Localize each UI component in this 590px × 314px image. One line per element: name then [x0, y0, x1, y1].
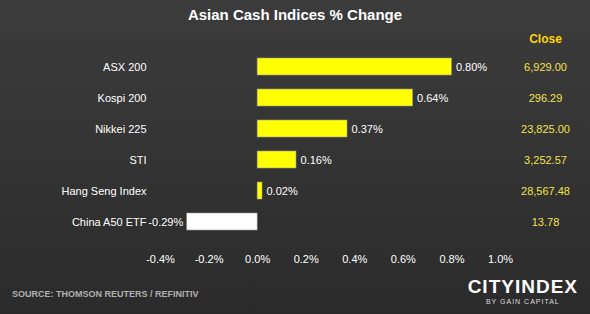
- svg-text:13.78: 13.78: [532, 216, 560, 228]
- svg-text:28,567.48: 28,567.48: [521, 185, 570, 197]
- svg-text:Kospi 200: Kospi 200: [98, 92, 147, 104]
- svg-text:6,929.00: 6,929.00: [524, 61, 567, 73]
- svg-text:Hang Seng Index: Hang Seng Index: [61, 185, 147, 197]
- svg-text:0.16%: 0.16%: [301, 154, 332, 166]
- svg-text:0.37%: 0.37%: [352, 123, 383, 135]
- svg-text:0.80%: 0.80%: [456, 61, 487, 73]
- svg-text:0.02%: 0.02%: [267, 185, 298, 197]
- svg-text:Close: Close: [529, 32, 562, 46]
- svg-text:0.0%: 0.0%: [245, 253, 270, 265]
- svg-text:0.6%: 0.6%: [391, 253, 416, 265]
- svg-text:3,252.57: 3,252.57: [524, 154, 567, 166]
- svg-text:China A50 ETF: China A50 ETF: [72, 216, 147, 228]
- svg-text:-0.2%: -0.2%: [195, 253, 224, 265]
- html-text:Asian Cash Indices % Change: Asian Cash Indices % Change: [187, 6, 403, 23]
- html-text:BY GAIN CAPITAL: BY GAIN CAPITAL: [485, 298, 560, 305]
- svg-text:ASX 200: ASX 200: [103, 61, 146, 73]
- html-text:SOURCE: THOMSON REUTERS / REFI: SOURCE: THOMSON REUTERS / REFINITIV: [12, 289, 199, 299]
- svg-text:Nikkei 225: Nikkei 225: [95, 123, 146, 135]
- svg-text:0.64%: 0.64%: [417, 92, 448, 104]
- svg-text:STI: STI: [129, 154, 146, 166]
- html-text:CITYINDEX: CITYINDEX: [467, 276, 578, 297]
- svg-text:0.8%: 0.8%: [439, 253, 464, 265]
- svg-text:23,825.00: 23,825.00: [521, 123, 570, 135]
- svg-text:-0.29%: -0.29%: [148, 216, 183, 228]
- svg-text:296.29: 296.29: [529, 92, 563, 104]
- svg-text:1.0%: 1.0%: [488, 253, 513, 265]
- svg-text:-0.4%: -0.4%: [146, 253, 175, 265]
- svg-text:0.2%: 0.2%: [294, 253, 319, 265]
- svg-text:0.4%: 0.4%: [342, 253, 367, 265]
